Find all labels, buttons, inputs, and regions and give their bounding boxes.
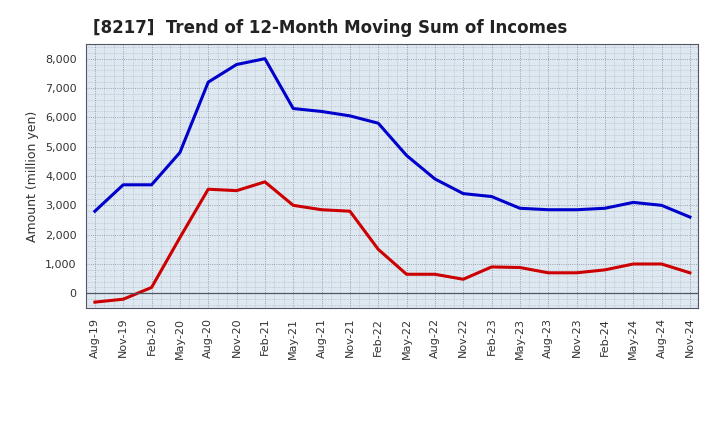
Ordinary Income (261, 56, 269, 61)
Line: Net Income: Net Income (95, 182, 690, 302)
Ordinary Income (346, 113, 354, 118)
Ordinary Income (374, 121, 382, 126)
Net Income (176, 235, 184, 240)
Net Income (233, 188, 241, 193)
Ordinary Income (544, 207, 552, 213)
Ordinary Income (516, 205, 524, 211)
Net Income (318, 207, 326, 213)
Ordinary Income (572, 207, 581, 213)
Net Income (459, 277, 467, 282)
Net Income (261, 179, 269, 184)
Net Income (629, 261, 637, 267)
Ordinary Income (402, 153, 411, 158)
Ordinary Income (600, 205, 609, 211)
Net Income (657, 261, 666, 267)
Net Income (431, 271, 439, 277)
Net Income (572, 270, 581, 275)
Ordinary Income (148, 182, 156, 187)
Ordinary Income (176, 150, 184, 155)
Ordinary Income (487, 194, 496, 199)
Ordinary Income (657, 203, 666, 208)
Net Income (119, 297, 127, 302)
Net Income (346, 209, 354, 214)
Net Income (600, 267, 609, 272)
Ordinary Income (289, 106, 297, 111)
Net Income (91, 300, 99, 305)
Net Income (148, 285, 156, 290)
Y-axis label: Amount (million yen): Amount (million yen) (27, 110, 40, 242)
Net Income (544, 270, 552, 275)
Ordinary Income (233, 62, 241, 67)
Ordinary Income (685, 214, 694, 220)
Ordinary Income (204, 80, 212, 85)
Ordinary Income (431, 176, 439, 182)
Net Income (487, 264, 496, 270)
Text: [8217]  Trend of 12-Month Moving Sum of Incomes: [8217] Trend of 12-Month Moving Sum of I… (92, 19, 567, 37)
Net Income (685, 270, 694, 275)
Net Income (516, 265, 524, 270)
Ordinary Income (629, 200, 637, 205)
Ordinary Income (119, 182, 127, 187)
Line: Ordinary Income: Ordinary Income (95, 59, 690, 217)
Net Income (204, 187, 212, 192)
Net Income (289, 203, 297, 208)
Net Income (374, 247, 382, 252)
Ordinary Income (91, 209, 99, 214)
Net Income (402, 271, 411, 277)
Ordinary Income (459, 191, 467, 196)
Ordinary Income (318, 109, 326, 114)
